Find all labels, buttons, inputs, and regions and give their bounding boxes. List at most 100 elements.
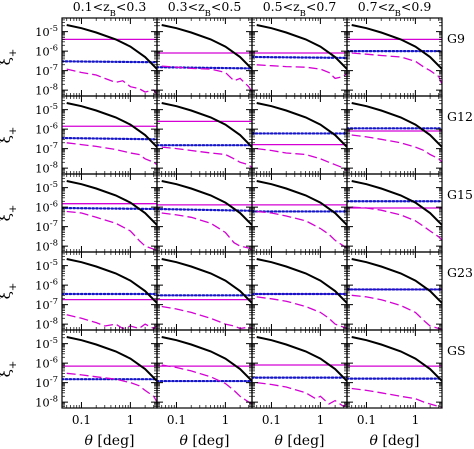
row-label-g23: G23: [447, 265, 473, 280]
signal-curve: [351, 180, 442, 226]
signal-curve: [66, 180, 157, 226]
y-axis-label: ξ+: [0, 127, 19, 144]
y-tick-exponent: -5: [50, 180, 58, 190]
dashed-line: [351, 387, 442, 408]
signal-curve: [256, 102, 347, 148]
panel-frame: [61, 251, 158, 331]
y-axis-label-symbol: ξ: [0, 369, 14, 377]
column-title-part: 0.1<z: [73, 0, 110, 14]
y-tick-label: 10-8: [35, 317, 58, 332]
column-title-part: <0.3: [116, 0, 146, 14]
y-tick-label: 10-6: [35, 356, 58, 371]
y-tick-base: 10: [35, 220, 50, 234]
y-tick-label: 10-6: [35, 278, 58, 293]
panel-frame: [346, 251, 443, 331]
panel-frame: [156, 251, 253, 331]
column-title-subscript: B: [395, 9, 401, 19]
row-label-g15: G15: [447, 187, 473, 202]
y-tick-exponent: -6: [50, 356, 58, 366]
x-tick-label: 1: [412, 413, 420, 427]
x-axis-label-unit: [deg]: [93, 433, 135, 449]
panel-r1-c3: [251, 17, 348, 97]
y-tick-base: 10: [35, 25, 50, 39]
y-tick-exponent: -7: [50, 297, 58, 307]
dashed-line: [256, 381, 347, 408]
panel-frame: [251, 173, 348, 253]
row-label-gs: GS: [447, 343, 466, 358]
panel-frame: [156, 17, 253, 97]
column-title-subscript: B: [205, 9, 211, 19]
dashed-line: [161, 212, 252, 252]
x-axis-label-theta: θ: [179, 433, 188, 449]
y-tick-base: 10: [35, 357, 50, 371]
dotted-line: [252, 55, 347, 59]
panel-r3-c1: [61, 173, 158, 253]
panel-r1-c4: [346, 17, 443, 97]
dashed-line: [66, 142, 157, 166]
panel-r3-c4: [346, 173, 443, 253]
panel-r3-c2: [156, 173, 253, 253]
panel-r5-c3: [251, 329, 348, 409]
panel-series-group: [347, 102, 442, 163]
panel-series-group: [252, 258, 347, 330]
signal-curve: [161, 102, 252, 148]
panel-r2-c3: [251, 95, 348, 175]
signal-curve: [256, 180, 347, 226]
y-tick-label: 10-7: [35, 141, 58, 156]
y-tick-exponent: -8: [50, 317, 58, 327]
y-tick-base: 10: [35, 201, 50, 215]
panel-series-group: [252, 24, 347, 80]
panel-r5-c4: [346, 329, 443, 409]
y-tick-base: 10: [35, 103, 50, 117]
column-title-part: 0.3<z: [168, 0, 205, 14]
y-tick-exponent: -7: [50, 141, 58, 151]
column-title-3: 0.5<zB<0.7: [263, 0, 337, 19]
dotted-line: [62, 60, 157, 64]
x-axis-label: θ [deg]: [84, 433, 134, 449]
y-axis-label-symbol: ξ: [0, 57, 14, 65]
panel-r1-c1: [61, 17, 158, 97]
panel-r4-c3: [251, 251, 348, 331]
panel-frame: [346, 95, 443, 175]
panel-frame: [156, 329, 253, 409]
y-tick-base: 10: [35, 337, 50, 351]
x-tick-label: 1: [127, 413, 135, 427]
y-tick-label: 10-6: [35, 122, 58, 137]
y-tick-base: 10: [35, 376, 50, 390]
dashed-line: [66, 372, 157, 403]
dashed-line: [161, 65, 252, 93]
y-tick-label: 10-5: [35, 102, 58, 117]
dashed-line: [161, 305, 252, 330]
signal-curve: [66, 24, 157, 70]
signal-curve: [161, 180, 252, 226]
dashed-line: [351, 206, 442, 241]
y-tick-label: 10-8: [35, 83, 58, 98]
dashed-line: [256, 210, 347, 249]
dashed-line: [66, 314, 157, 330]
panel-series-group: [62, 102, 157, 166]
panel-series-group: [62, 258, 157, 330]
signal-curve: [351, 24, 442, 70]
y-tick-exponent: -8: [50, 161, 58, 171]
column-title-1: 0.1<zB<0.3: [73, 0, 147, 19]
panel-frame: [156, 95, 253, 175]
column-title-part: 0.7<z: [358, 0, 395, 14]
panel-r4-c2: [156, 251, 253, 331]
dashed-line: [66, 68, 157, 95]
dashed-line: [161, 364, 252, 405]
panel-r4-c4: [346, 251, 443, 331]
signal-curve: [161, 336, 252, 382]
column-title-part: <0.7: [306, 0, 336, 14]
y-tick-exponent: -8: [50, 239, 58, 249]
dotted-line: [62, 136, 157, 141]
panel-r2-c1: [61, 95, 158, 175]
panel-r2-c4: [346, 95, 443, 175]
x-axis-label-theta: θ: [369, 433, 378, 449]
panel-series-group: [157, 24, 252, 93]
panel-series-group: [347, 180, 442, 241]
y-tick-label: 10-7: [35, 219, 58, 234]
panel-frame: [251, 251, 348, 331]
x-tick-label: 0.1: [357, 413, 376, 427]
row-label-g12: G12: [447, 109, 473, 124]
y-tick-label: 10-7: [35, 297, 58, 312]
